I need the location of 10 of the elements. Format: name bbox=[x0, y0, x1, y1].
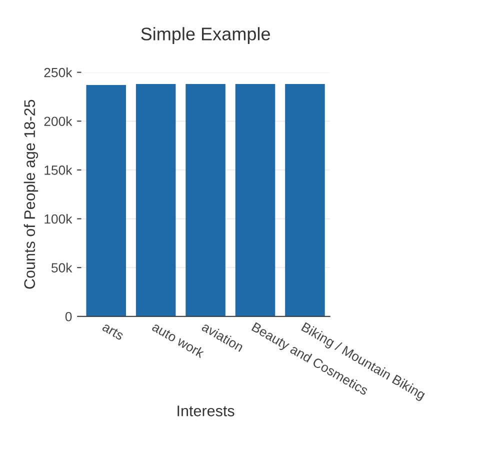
y-tick-label: 100k bbox=[44, 214, 72, 224]
y-tick-label: 250k bbox=[44, 68, 72, 78]
y-tick-label: 50k bbox=[51, 262, 72, 272]
x-axis-title: Interests bbox=[178, 406, 234, 416]
y-tick-label: 150k bbox=[44, 165, 72, 175]
y-tick-label: 0 bbox=[65, 312, 72, 322]
y-tick-label: 200k bbox=[44, 116, 72, 126]
x-tick-label: arts bbox=[102, 322, 124, 340]
y-axis-title: Counts of People age 18-25 bbox=[24, 100, 38, 289]
chart-title: Simple Example bbox=[141, 27, 270, 44]
